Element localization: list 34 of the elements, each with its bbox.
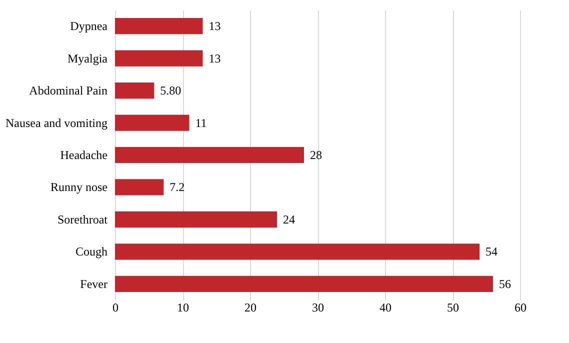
bar xyxy=(115,244,480,260)
bar xyxy=(115,18,203,34)
y-tick-label: Abdominal Pain xyxy=(29,84,108,98)
data-label: 11 xyxy=(195,116,207,130)
data-label: 13 xyxy=(208,19,221,34)
y-tick-label: Fever xyxy=(80,276,108,291)
data-label: 7.2 xyxy=(170,180,185,194)
bar xyxy=(115,211,277,228)
bar xyxy=(115,276,493,292)
x-tick-label: 60 xyxy=(514,300,526,314)
bar xyxy=(115,114,190,131)
data-label: 54 xyxy=(486,244,498,259)
data-label: 28 xyxy=(310,148,322,162)
y-tick-label: Dypnea xyxy=(70,19,108,34)
y-tick-label: Myalgia xyxy=(68,51,108,66)
data-label: 24 xyxy=(283,212,295,226)
x-tick-label: 10 xyxy=(177,300,189,314)
y-tick-label: Nausea and vomiting xyxy=(6,116,108,130)
x-tick-label: 50 xyxy=(447,300,459,314)
bar xyxy=(115,50,203,66)
bar xyxy=(115,82,154,99)
data-label: 5.80 xyxy=(160,84,182,98)
y-tick-label: Sorethroat xyxy=(58,212,108,226)
x-tick-label: 40 xyxy=(380,300,392,314)
y-tick-label: Cough xyxy=(75,244,108,259)
data-label: 13 xyxy=(208,51,221,66)
x-tick-label: 0 xyxy=(112,300,118,314)
bar xyxy=(115,179,164,196)
y-tick-label: Headache xyxy=(60,148,108,162)
x-tick-label: 30 xyxy=(312,300,324,314)
x-tick-label: 20 xyxy=(244,300,256,314)
data-label: 56 xyxy=(499,276,511,291)
bar xyxy=(115,146,304,164)
y-tick-label: Runny nose xyxy=(50,180,108,194)
